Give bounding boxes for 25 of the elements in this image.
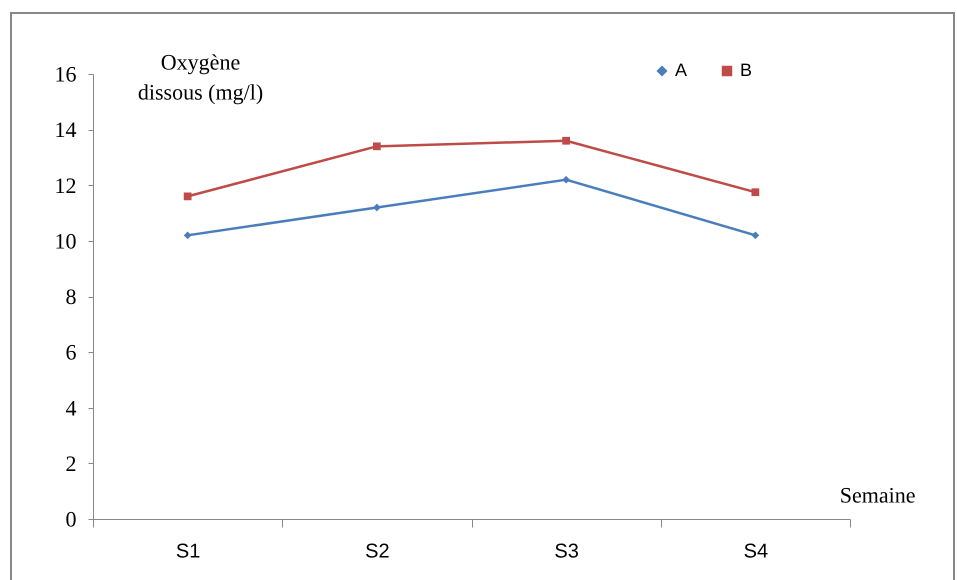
y-tick-label: 14 (54, 117, 76, 142)
x-axis-title: Semaine (840, 482, 916, 508)
point (184, 192, 192, 200)
point (752, 231, 760, 240)
y-tick-label: 8 (66, 284, 76, 309)
y-tick-label: 12 (54, 172, 76, 198)
y-tick-label: 10 (54, 228, 76, 254)
x-tick-label: S4 (744, 540, 768, 562)
legend-label: A (675, 60, 688, 80)
y-tick-label: 0 (66, 506, 76, 532)
point (184, 231, 192, 240)
point (373, 204, 381, 212)
y-tick-label: 4 (66, 395, 76, 420)
point (373, 142, 381, 150)
x-tick-label: S2 (365, 540, 390, 562)
y-tick-label: 6 (66, 340, 76, 365)
y-axis-title: Oxygène dissous (mg/l) (138, 50, 264, 104)
x-tick-label: S1 (176, 540, 200, 562)
point (562, 136, 570, 145)
legend-label: B (740, 60, 752, 80)
y-tick-label: 2 (66, 450, 76, 476)
y-tick-label: 16 (54, 62, 76, 86)
point (562, 176, 570, 184)
point (752, 188, 760, 196)
x-tick-label: S3 (554, 540, 579, 562)
